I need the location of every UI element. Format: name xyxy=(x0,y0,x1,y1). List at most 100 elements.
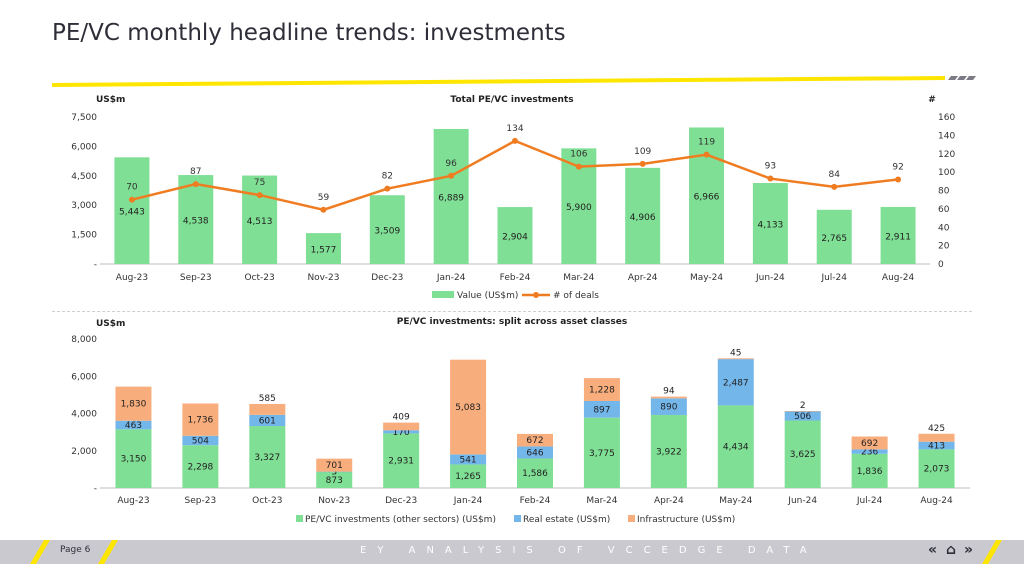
y-tick-label: 1,500 xyxy=(71,231,97,241)
infrastructure-bar xyxy=(383,422,420,431)
real-estate-bar xyxy=(316,471,353,473)
real-estate-bar xyxy=(784,411,821,421)
deals-point xyxy=(639,160,646,167)
other-sectors-bar xyxy=(249,426,286,488)
other-sectors-bar xyxy=(316,471,353,488)
infrastructure-data-label: 585 xyxy=(259,394,276,404)
infrastructure-data-label: 1,228 xyxy=(589,386,615,396)
infrastructure-bar xyxy=(650,396,687,399)
legend-label-value: Value (US$m) xyxy=(457,291,518,301)
real-estate-data-label: 646 xyxy=(526,448,543,458)
infrastructure-bar xyxy=(115,386,152,421)
other-sectors-bar xyxy=(115,429,152,488)
y2-tick-label: 40 xyxy=(938,223,950,233)
deals-data-label: 82 xyxy=(382,172,393,182)
infrastructure-bar xyxy=(918,433,955,442)
value-data-label: 6,966 xyxy=(694,193,720,203)
other-sectors-bar xyxy=(650,414,687,488)
real-estate-data-label: 601 xyxy=(259,416,276,426)
x-tick-label: Sep-23 xyxy=(185,496,217,506)
legend-real-estate-swatch xyxy=(514,515,521,522)
chart-title: PE/VC investments: split across asset cl… xyxy=(397,317,627,327)
legend-real-estate-label: Real estate (US$m) xyxy=(523,515,610,525)
real-estate-bar xyxy=(717,359,754,406)
value-data-label: 2,904 xyxy=(502,233,528,243)
y-tick-label: 7,500 xyxy=(71,113,97,123)
other-sectors-data-label: 3,922 xyxy=(656,447,682,457)
value-data-label: 3,509 xyxy=(374,227,400,237)
deals-point xyxy=(128,196,135,203)
real-estate-data-label: 463 xyxy=(125,421,142,431)
real-estate-bar xyxy=(182,435,219,446)
value-data-label: 2,765 xyxy=(821,234,847,244)
y-tick-label: 3,000 xyxy=(71,201,97,211)
real-estate-bar xyxy=(517,446,553,459)
other-sectors-bar xyxy=(717,405,754,488)
y-tick-label: 8,000 xyxy=(71,335,97,345)
yellow-accent-bar xyxy=(52,76,945,87)
y2-axis-label: # xyxy=(928,95,936,105)
x-tick-label: Sep-23 xyxy=(180,273,212,283)
accent-slash-1 xyxy=(948,76,958,80)
value-data-label: 5,443 xyxy=(119,208,145,218)
real-estate-data-label: 236 xyxy=(861,448,878,458)
x-tick-label: Dec-23 xyxy=(371,273,403,283)
prev-page-button[interactable]: « xyxy=(928,542,938,558)
value-data-label: 5,900 xyxy=(566,203,592,213)
y2-tick-label: 160 xyxy=(938,113,955,123)
real-estate-data-label: 504 xyxy=(192,437,209,447)
infrastructure-data-label: 672 xyxy=(526,436,543,446)
x-tick-label: Jul-24 xyxy=(820,273,847,283)
y2-tick-label: 20 xyxy=(938,242,950,252)
x-tick-label: Aug-23 xyxy=(117,496,149,506)
deals-data-label: 109 xyxy=(634,147,651,157)
footer-bar: Page 6 EY ANALYSIS OF VCCEDGE DATA « ⌂ » xyxy=(0,540,1024,564)
y-tick-label: 2,000 xyxy=(71,447,97,457)
x-tick-label: Jun-24 xyxy=(755,273,785,283)
value-data-label: 4,513 xyxy=(247,217,273,227)
infrastructure-data-label: 45 xyxy=(730,348,741,358)
other-sectors-bar xyxy=(383,433,420,488)
infrastructure-data-label: 1,736 xyxy=(188,416,214,426)
x-tick-label: Apr-24 xyxy=(654,496,684,506)
x-tick-label: Feb-24 xyxy=(500,273,531,283)
page-number: Page 6 xyxy=(60,545,91,555)
deals-point xyxy=(256,192,263,199)
y-tick-label: - xyxy=(94,260,97,270)
infrastructure-bar xyxy=(316,458,353,472)
next-page-button[interactable]: » xyxy=(964,542,974,558)
chart-title: Total PE/VC investments xyxy=(450,95,573,105)
infrastructure-bar xyxy=(249,403,286,415)
infrastructure-bar xyxy=(851,436,888,450)
infrastructure-data-label: 5,083 xyxy=(455,403,481,413)
chart-divider xyxy=(52,311,972,312)
deals-point xyxy=(320,206,327,213)
other-sectors-bar xyxy=(450,464,487,488)
real-estate-bar xyxy=(583,400,620,418)
y2-tick-label: 120 xyxy=(938,150,955,160)
x-tick-label: May-24 xyxy=(719,496,752,506)
accent-slash-3 xyxy=(966,76,976,80)
infrastructure-bar xyxy=(784,411,821,412)
deals-point xyxy=(831,183,838,190)
legend-swatch-value xyxy=(432,291,454,298)
y2-tick-label: 60 xyxy=(938,205,950,215)
real-estate-data-label: 541 xyxy=(459,455,476,465)
accent-slash-2 xyxy=(957,76,967,80)
legend-infrastructure-swatch xyxy=(628,515,635,522)
home-icon[interactable]: ⌂ xyxy=(946,542,957,558)
other-sectors-data-label: 2,073 xyxy=(924,465,950,475)
real-estate-data-label: 413 xyxy=(928,442,945,452)
page-title: PE/VC monthly headline trends: investmen… xyxy=(52,20,566,46)
other-sectors-data-label: 1,586 xyxy=(522,469,548,479)
legend-infrastructure-label: Infrastructure (US$m) xyxy=(637,515,735,525)
other-sectors-bar xyxy=(583,417,620,488)
value-bar xyxy=(689,127,725,264)
x-tick-label: Aug-24 xyxy=(920,496,953,506)
x-tick-label: Aug-24 xyxy=(882,273,915,283)
y-axis-label: US$m xyxy=(96,95,125,105)
x-tick-label: Jan-24 xyxy=(453,496,483,506)
real-estate-bar xyxy=(249,414,286,427)
infrastructure-data-label: 94 xyxy=(663,387,675,397)
y-tick-label: 6,000 xyxy=(71,142,97,152)
